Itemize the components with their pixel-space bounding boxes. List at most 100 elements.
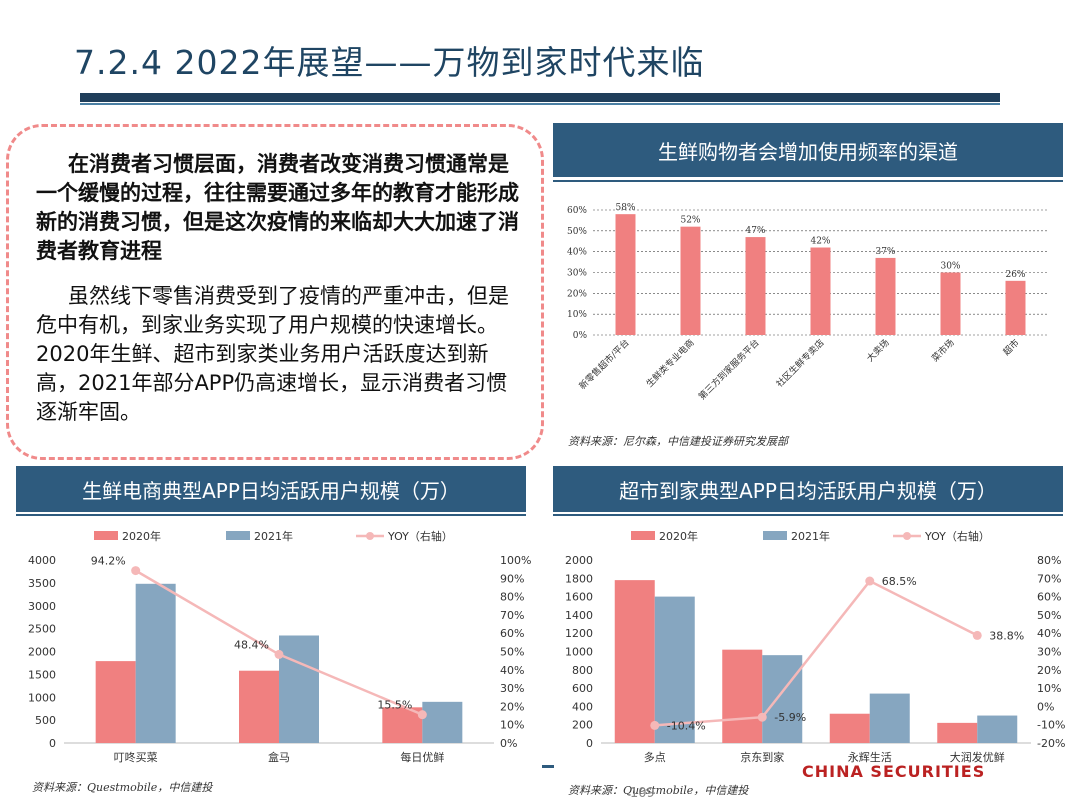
panel2-header: 生鲜电商典型APP日均活跃用户规模（万） [16,466,526,512]
y-tick-label: 1000 [565,646,593,659]
y-tick-label: 1500 [28,668,56,681]
yoy-data-label: -5.9% [774,711,806,724]
yoy-data-label: 15.5% [377,699,412,712]
callout-body: 虽然线下零售消费受到了疫情的严重冲击，但是危中有机，到家业务实现了用户规模的快速… [36,284,509,424]
y-tick-label: 2000 [565,554,593,567]
legend-swatch-2020 [94,531,118,540]
x-tick-label: 超市 [1000,337,1021,358]
yoy-data-label: 68.5% [882,575,917,588]
y2-tick-label: 10% [500,719,524,732]
y2-tick-label: 70% [1037,572,1061,585]
yoy-point [274,649,284,659]
data-label: 42% [810,237,830,247]
yoy-point [865,576,875,586]
x-tick-label: 新零售超市/平台 [576,337,631,392]
y2-tick-label: -20% [1037,737,1065,750]
y-tick-label: 3500 [28,577,56,590]
x-tick-label: 生鲜类专业电商 [644,337,697,390]
y-tick-label: 1400 [565,609,593,622]
bar-2020 [937,722,978,743]
page-title: 7.2.4 2022年展望——万物到家时代来临 [74,43,705,82]
yoy-point [650,720,660,730]
x-tick-label: 第三方到家服务平台 [696,337,762,403]
y2-tick-label: 30% [1037,646,1061,659]
bar-2020 [239,670,279,743]
y-tick-label: 3000 [28,600,56,613]
y-tick-label: 0 [49,737,56,750]
y2-tick-label: 40% [500,664,524,677]
channel-frequency-chart: 0% 10% 20% 30% 40% 50% 60% 58% 新零售超市/平台 52% 生鲜类专业电… [567,203,1048,403]
bar-2021 [135,583,176,743]
panel1-source: 资料来源：尼尔森，中信建投证券研究发展部 [568,435,788,448]
bar-2021 [762,655,803,743]
y2-tick-label: 40% [1037,627,1061,640]
y2-tick-label: 70% [500,609,524,622]
bar [940,272,961,335]
panel3-header: 超市到家典型APP日均活跃用户规模（万） [553,466,1063,512]
panel2-rule [16,514,526,516]
legend-swatch-2021 [226,531,250,540]
bar-2020 [95,661,136,743]
panel1-rule [553,180,1063,182]
x-tick-label: 社区生鲜专卖店 [774,337,827,390]
page-number: 109 [630,786,655,801]
x-tick-label: 叮咚买菜 [114,750,158,764]
callout-heading: 在消费者习惯层面，消费者改变消费习惯通常是一个缓慢的过程，往往需要通过多年的教育… [36,152,519,263]
y2-tick-label: 100% [500,554,531,567]
x-tick-label: 大卖场 [864,337,892,365]
yoy-point [417,710,427,720]
y-tick-label: 400 [572,700,593,713]
bar [680,226,701,335]
bar-2021 [279,635,319,743]
x-tick-label: 盒马 [268,750,290,764]
y2-tick-label: 10% [1037,682,1061,695]
panel1-header: 生鲜购物者会增加使用频率的渠道 [553,123,1063,177]
y-tick-label: 2000 [28,646,56,659]
yoy-line [654,579,978,727]
y2-tick-label: 60% [1037,591,1061,604]
y2-tick-label: 90% [500,572,524,585]
y-tick-label: 50% [567,227,587,237]
y-tick-label: 4000 [28,554,56,567]
y-tick-label: 600 [572,682,593,695]
y2-tick-label: 50% [500,646,524,659]
data-label: 30% [940,262,960,272]
x-tick-label: 大润发优鲜 [950,750,1005,764]
y-tick-label: 10% [567,310,587,320]
y-tick-label: 1800 [565,572,593,585]
data-label: 37% [875,247,895,257]
bar-2021 [869,693,910,743]
data-label: 58% [615,203,635,213]
x-tick-label: 多点 [644,750,666,764]
legend-swatch-2020 [631,531,655,540]
y-tick-label: 500 [35,714,56,727]
legend-label: 2021年 [791,529,830,543]
y2-tick-label: 0% [1037,700,1054,713]
bar [1005,280,1026,335]
bar-2021 [422,701,463,743]
y-tick-label: 60% [567,206,587,216]
y-tick-label: 2500 [28,623,56,636]
footer-marker [542,765,554,768]
legend-marker-yoy [366,532,374,540]
legend-marker-yoy [903,532,911,540]
legend-swatch-2021 [763,531,787,540]
yoy-point [131,566,141,576]
panel3-source: 资料来源：Questmobile，中信建投 [568,784,749,797]
x-tick-label: 菜市场 [929,337,957,365]
y2-tick-label: 80% [500,591,524,604]
title-underline [80,93,1000,102]
y-tick-label: 0% [573,331,588,341]
bar [810,247,831,335]
y2-tick-label: 30% [500,682,524,695]
data-label: 47% [745,226,765,236]
yoy-data-label: 38.8% [989,629,1024,642]
legend-label: 2020年 [659,529,698,543]
y2-tick-label: 20% [500,700,524,713]
x-tick-label: 每日优鲜 [400,750,444,764]
bar-2020 [614,580,655,743]
yoy-data-label: 94.2% [91,555,126,568]
yoy-data-label: -10.4% [667,719,706,732]
y-tick-label: 20% [567,289,587,299]
fresh-ecommerce-dau-chart: 2020年 2021年 YOY（右轴） 0 500 1000 1500 2000 2500 300… [28,529,531,764]
